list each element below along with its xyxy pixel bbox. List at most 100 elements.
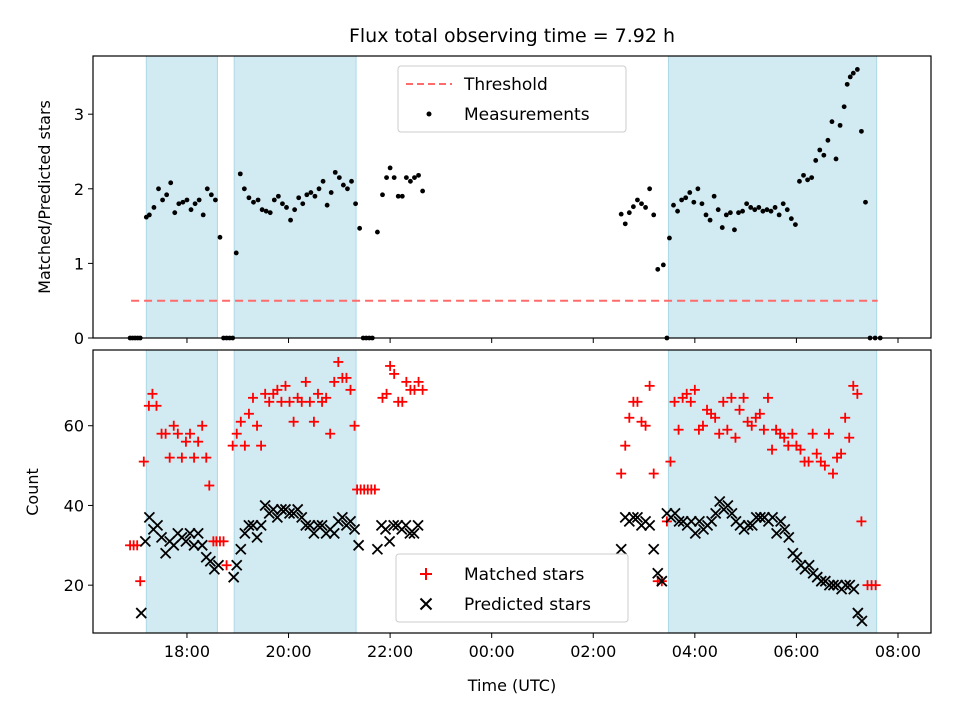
measurement-point <box>241 186 247 192</box>
predicted-star-point <box>336 511 349 524</box>
measurement-point <box>403 175 409 181</box>
predicted-star-point <box>775 515 787 528</box>
measurement-point <box>176 201 182 207</box>
measurement-point <box>353 201 358 207</box>
measurement-point <box>764 207 770 213</box>
measurement-point <box>711 193 717 199</box>
measurement-point <box>788 216 794 222</box>
matched-star-point <box>288 416 299 427</box>
measurement-point <box>212 197 218 203</box>
matched-star-point <box>147 388 158 399</box>
measurement-point <box>384 175 389 181</box>
predicted-star-point <box>135 607 147 619</box>
measurement-point <box>168 180 174 186</box>
measurement-point <box>850 70 856 76</box>
matched-star-point <box>823 428 834 439</box>
measurement-point <box>647 186 653 192</box>
predicted-star-point <box>328 527 340 539</box>
measurement-point <box>744 201 750 207</box>
legend-measurements-swatch <box>426 111 432 117</box>
bottom-plot-frame <box>92 349 932 634</box>
measurement-point <box>683 195 689 201</box>
legend-matched-swatch <box>420 568 432 580</box>
matched-star-point <box>218 536 229 547</box>
measurement-point <box>829 119 835 125</box>
matched-star-point <box>264 396 275 407</box>
predicted-star-point <box>408 527 420 539</box>
predicted-star-point <box>184 527 196 539</box>
matched-star-point <box>673 424 684 435</box>
matched-star-point <box>189 452 200 463</box>
matched-star-point <box>341 372 352 383</box>
shaded-interval-1 <box>145 55 218 339</box>
measurement-point <box>304 192 310 198</box>
predicted-star-point <box>212 559 225 571</box>
matched-star-point <box>349 420 360 431</box>
legend-measurements-label: Measurements <box>464 105 590 125</box>
matched-star-point <box>272 384 283 395</box>
predicted-star-point <box>344 515 357 528</box>
predicted-star-point <box>693 515 706 528</box>
matched-star-point <box>738 392 749 403</box>
matched-star-point <box>758 424 769 435</box>
predicted-star-point <box>247 519 259 532</box>
measurement-point <box>184 197 190 203</box>
predicted-star-point <box>267 503 279 516</box>
x-tick-label: 18:00 <box>164 642 210 661</box>
measurement-point <box>703 212 709 218</box>
matched-star-point <box>164 452 175 463</box>
measurement-point <box>380 192 385 198</box>
measurement-point <box>188 207 194 213</box>
matched-star-point <box>710 412 721 423</box>
matched-star-point <box>235 416 246 427</box>
measurement-point <box>151 205 157 210</box>
matched-star-point <box>385 360 396 371</box>
measurement-point <box>727 210 733 216</box>
measurement-point <box>180 199 186 205</box>
matched-star-point <box>827 468 838 479</box>
matched-star-point <box>135 576 146 587</box>
predicted-star-point <box>231 559 243 571</box>
shaded-interval-3 <box>667 55 878 339</box>
top-legend: Threshold Measurements <box>397 65 627 133</box>
matched-star-point <box>840 412 851 423</box>
predicted-star-point <box>275 503 288 516</box>
measurement-point <box>651 212 657 218</box>
measurement-point <box>267 210 273 216</box>
measurement-point <box>217 234 223 240</box>
measurement-point <box>200 212 206 218</box>
matched-star-point <box>231 428 242 439</box>
measurement-point <box>667 235 672 241</box>
matched-star-point <box>204 480 215 491</box>
measurement-point <box>391 175 397 181</box>
matched-star-point <box>811 448 822 459</box>
measurement-point <box>420 188 426 194</box>
matched-star-point <box>819 460 830 471</box>
matched-star-point <box>325 428 336 439</box>
measurement-point <box>399 193 405 199</box>
matched-star-point <box>779 432 790 443</box>
measurement-point <box>259 207 265 213</box>
chart-title: Flux total observing time = 7.92 h <box>349 25 675 47</box>
bottom-y-tick-label: 20 <box>64 576 84 595</box>
measurement-point <box>308 190 314 195</box>
legend-predicted-swatch <box>419 597 433 611</box>
predicted-star-point <box>243 519 255 532</box>
predicted-star-point <box>791 551 803 563</box>
predicted-star-point <box>283 507 296 520</box>
measurement-point <box>146 212 152 218</box>
matched-star-point <box>689 384 700 395</box>
predicted-star-point <box>151 519 164 532</box>
predicted-star-point <box>656 575 668 587</box>
measurement-point <box>740 208 745 214</box>
measurement-point <box>192 201 198 207</box>
measurement-point <box>768 208 774 214</box>
matched-star-point <box>389 368 400 379</box>
matched-star-point <box>180 436 191 447</box>
measurement-point <box>821 152 827 158</box>
predicted-star-point <box>292 503 304 516</box>
matched-star-point <box>168 420 179 431</box>
bottom-legend-box <box>395 553 629 623</box>
x-tick-label: 20:00 <box>265 642 311 661</box>
